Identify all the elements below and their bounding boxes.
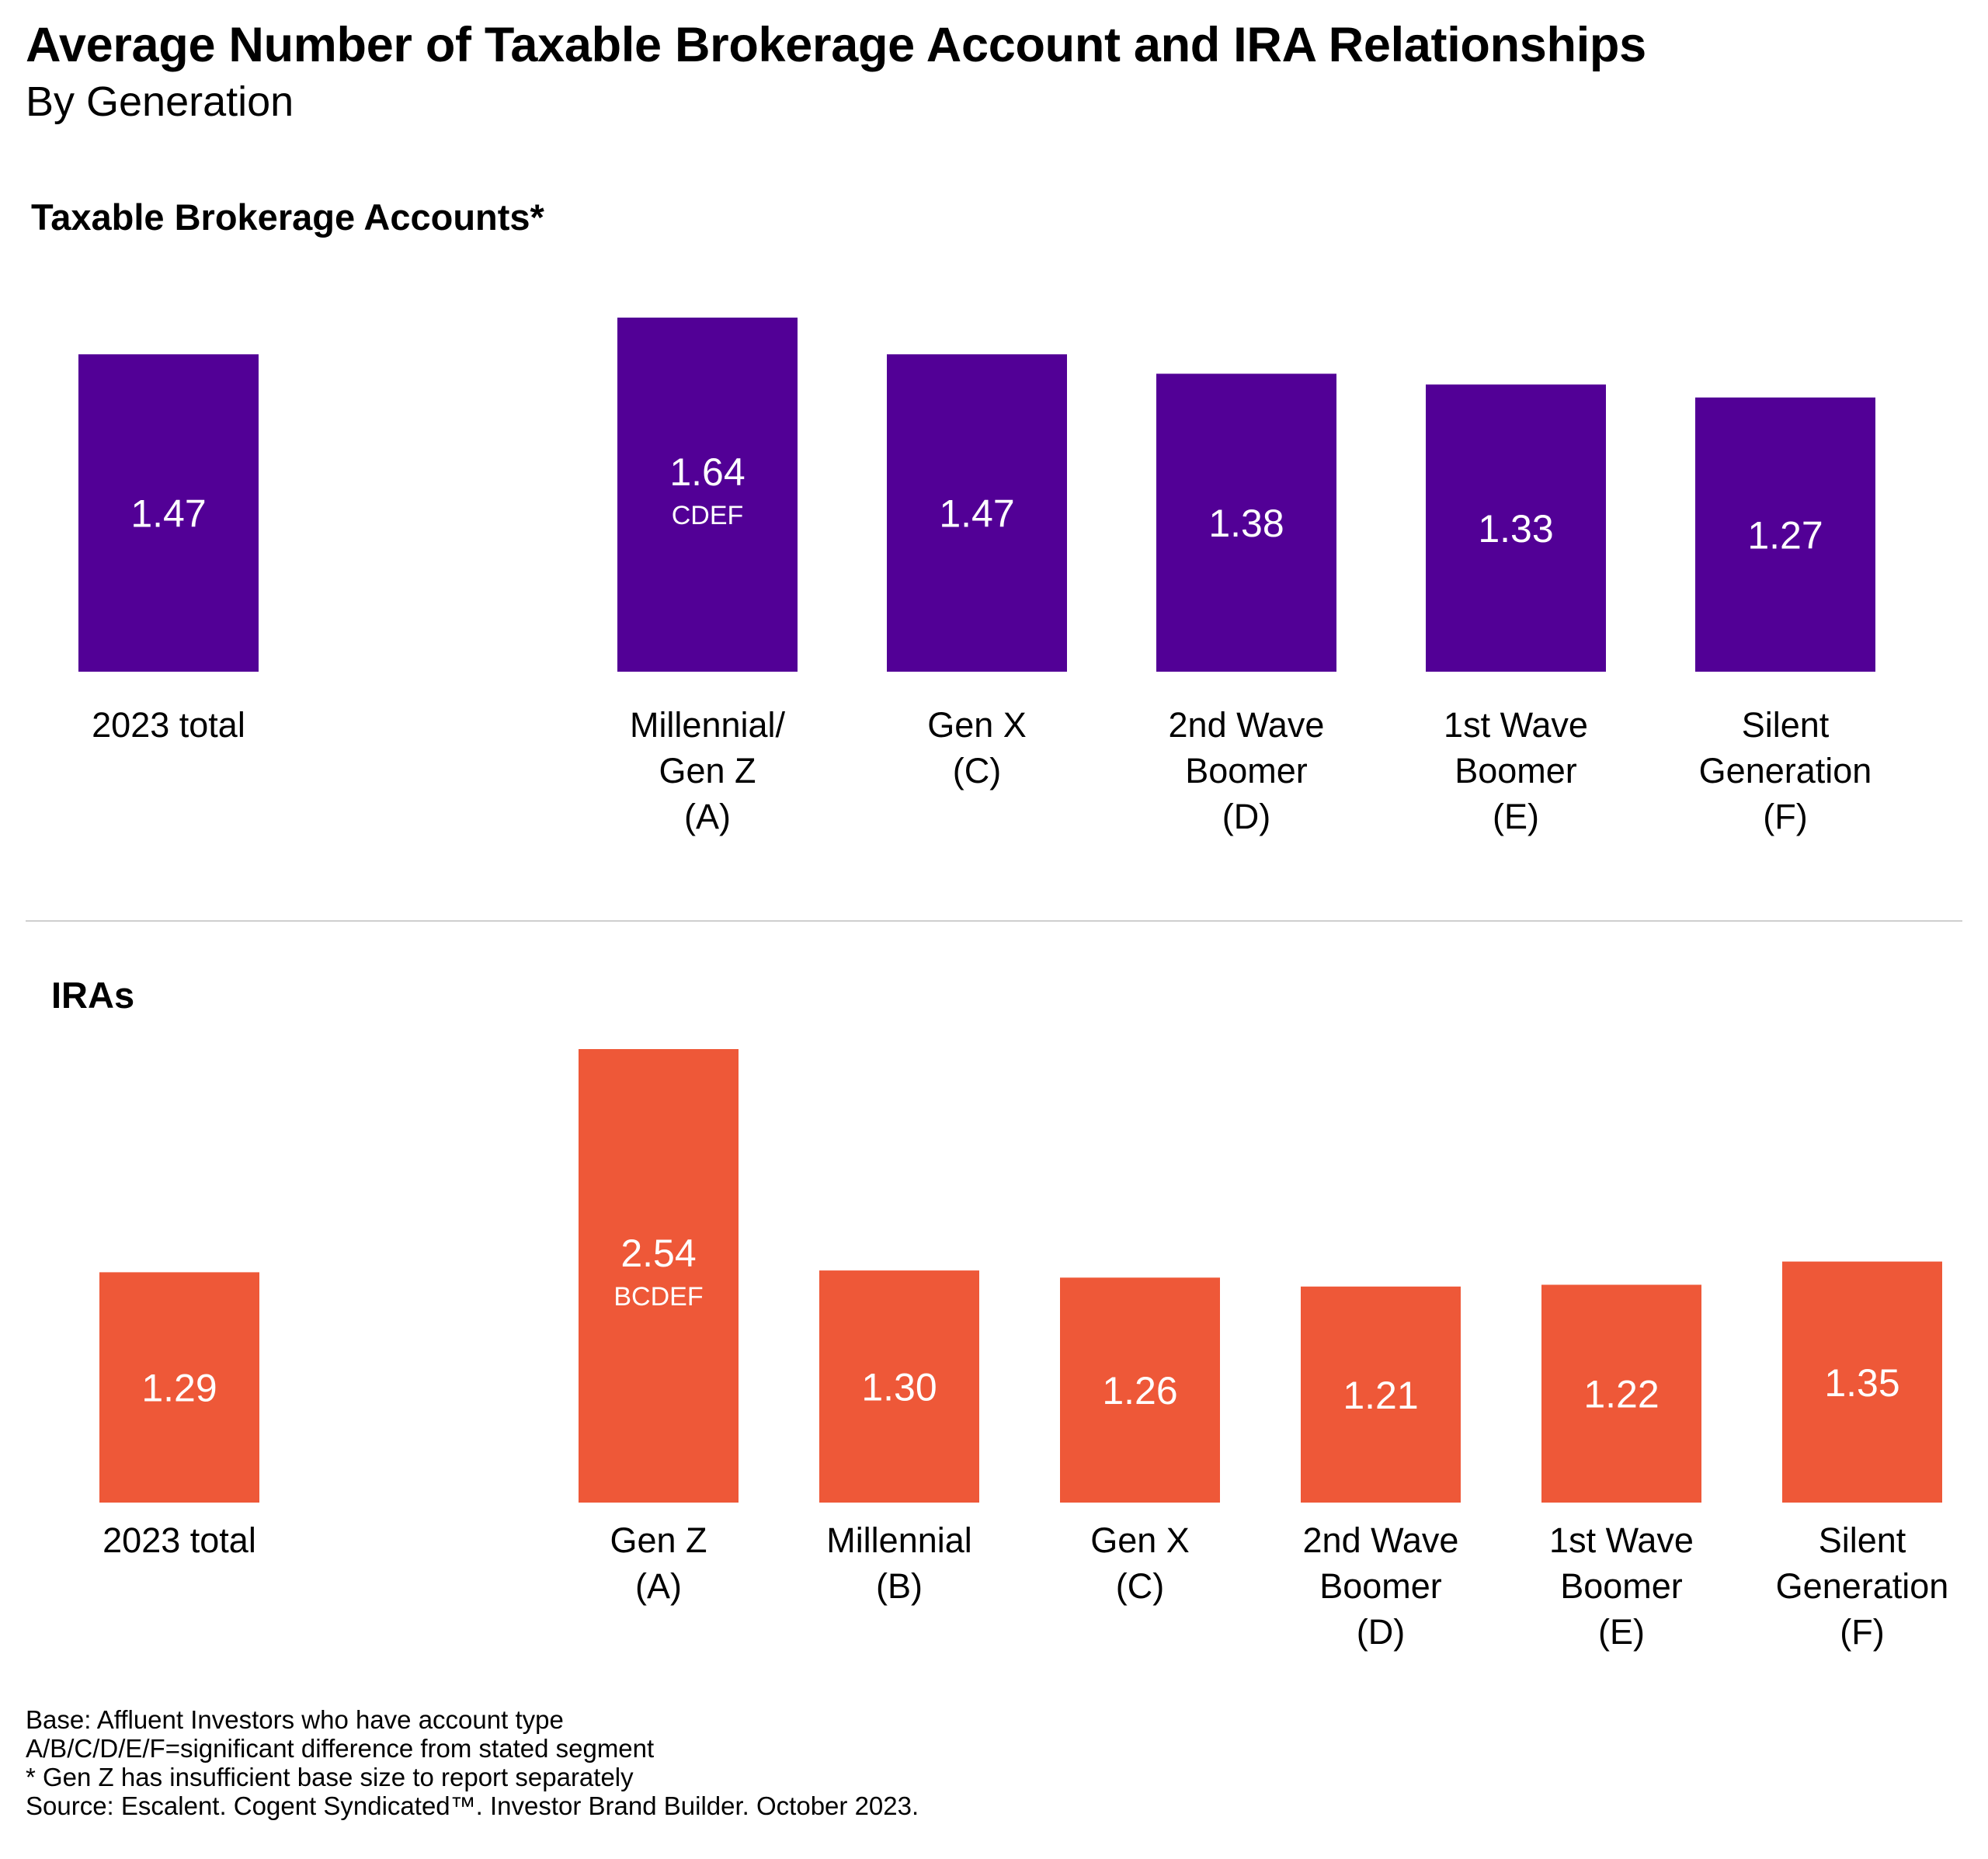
ira-value-label: 1.35	[1824, 1361, 1899, 1405]
ira-bar	[1541, 1284, 1701, 1503]
footnotes: Base: Affluent Investors who have accoun…	[26, 1705, 919, 1820]
ira-bar-chart: 1.29 2023 total 2.54 BCDEF Gen Z (A) 1.30 Mille…	[99, 1049, 1949, 1652]
brokerage-category-label: (F)	[1763, 797, 1807, 836]
ira-category-label: Boomer	[1319, 1566, 1442, 1606]
brokerage-bar	[1156, 374, 1336, 672]
brokerage-category-label: Boomer	[1185, 751, 1308, 791]
footnote-base: Base: Affluent Investors who have accoun…	[26, 1705, 564, 1734]
ira-value-label: 1.29	[141, 1367, 217, 1410]
brokerage-bar	[887, 354, 1067, 672]
brokerage-category-label: Boomer	[1455, 751, 1577, 791]
ira-category-label: Gen Z	[610, 1520, 707, 1560]
brokerage-bar-chart: 1.47 2023 total 1.64 CDEF Millennial/Gen Z (A…	[78, 318, 1875, 836]
brokerage-value-label: 1.47	[130, 492, 206, 536]
brokerage-category-label: Millennial/	[630, 705, 786, 745]
ira-category-label: (E)	[1598, 1612, 1645, 1652]
ira-value-label: 2.54	[620, 1232, 696, 1275]
brokerage-significance-label: CDEF	[672, 501, 744, 530]
brokerage-value-label: 1.27	[1747, 513, 1823, 557]
ira-category-label: Generation	[1776, 1566, 1949, 1606]
ira-bar	[1782, 1261, 1942, 1503]
ira-value-label: 1.26	[1102, 1369, 1177, 1412]
brokerage-category-label: 2023 total	[92, 705, 245, 745]
ira-category-label: (F)	[1840, 1612, 1884, 1652]
ira-value-label: 1.21	[1343, 1374, 1418, 1417]
footnote-genz: * Gen Z has insufficient base size to re…	[26, 1763, 634, 1791]
brokerage-value-label: 1.47	[939, 492, 1014, 536]
brokerage-value-label: 1.64	[669, 450, 745, 494]
brokerage-bar	[1695, 397, 1875, 672]
ira-value-label: 1.22	[1583, 1373, 1659, 1416]
ira-category-label: (C)	[1116, 1566, 1164, 1606]
ira-category-label: Silent	[1819, 1520, 1906, 1560]
brokerage-category-label: Gen Z	[659, 751, 756, 791]
brokerage-bar	[1426, 384, 1606, 672]
ira-significance-label: BCDEF	[613, 1282, 703, 1312]
ira-category-label: (B)	[876, 1566, 923, 1606]
brokerage-category-label: 2nd Wave	[1169, 705, 1325, 745]
ira-category-label: 2nd Wave	[1303, 1520, 1459, 1560]
brokerage-category-label: (E)	[1493, 797, 1539, 836]
brokerage-category-label: Generation	[1699, 751, 1872, 791]
chart-title: Average Number of Taxable Brokerage Acco…	[26, 18, 1646, 72]
ira-category-label: (D)	[1357, 1612, 1405, 1652]
brokerage-category-label: Gen X	[927, 705, 1027, 745]
chart-subtitle: By Generation	[26, 78, 294, 125]
ira-bar	[819, 1270, 979, 1503]
brokerage-category-label: (D)	[1222, 797, 1270, 836]
brokerage-bar	[78, 354, 259, 672]
panel-divider	[26, 920, 1962, 922]
brokerage-panel-title: Taxable Brokerage Accounts*	[31, 196, 544, 238]
ira-category-label: Millennial	[826, 1520, 972, 1560]
ira-category-label: Gen X	[1090, 1520, 1190, 1560]
ira-category-label: 1st Wave	[1549, 1520, 1694, 1560]
brokerage-category-label: (A)	[684, 797, 731, 836]
footnote-significance: A/B/C/D/E/F=significant difference from …	[26, 1734, 655, 1763]
ira-panel-title: IRAs	[51, 975, 135, 1016]
brokerage-category-label: Silent	[1742, 705, 1830, 745]
brokerage-value-label: 1.38	[1208, 502, 1284, 545]
brokerage-bar	[617, 318, 798, 672]
ira-category-label: (A)	[635, 1566, 682, 1606]
brokerage-category-label: 1st Wave	[1444, 705, 1588, 745]
footnote-source: Source: Escalent. Cogent Syndicated™. In…	[26, 1791, 919, 1820]
ira-bar	[579, 1049, 739, 1503]
ira-bar	[1301, 1286, 1461, 1503]
ira-bar	[1060, 1277, 1220, 1503]
ira-bar	[99, 1272, 259, 1503]
brokerage-value-label: 1.33	[1478, 507, 1553, 551]
ira-category-label: 2023 total	[103, 1520, 256, 1560]
ira-value-label: 1.30	[861, 1366, 937, 1409]
brokerage-category-label: (C)	[953, 751, 1001, 791]
ira-category-label: Boomer	[1560, 1566, 1683, 1606]
